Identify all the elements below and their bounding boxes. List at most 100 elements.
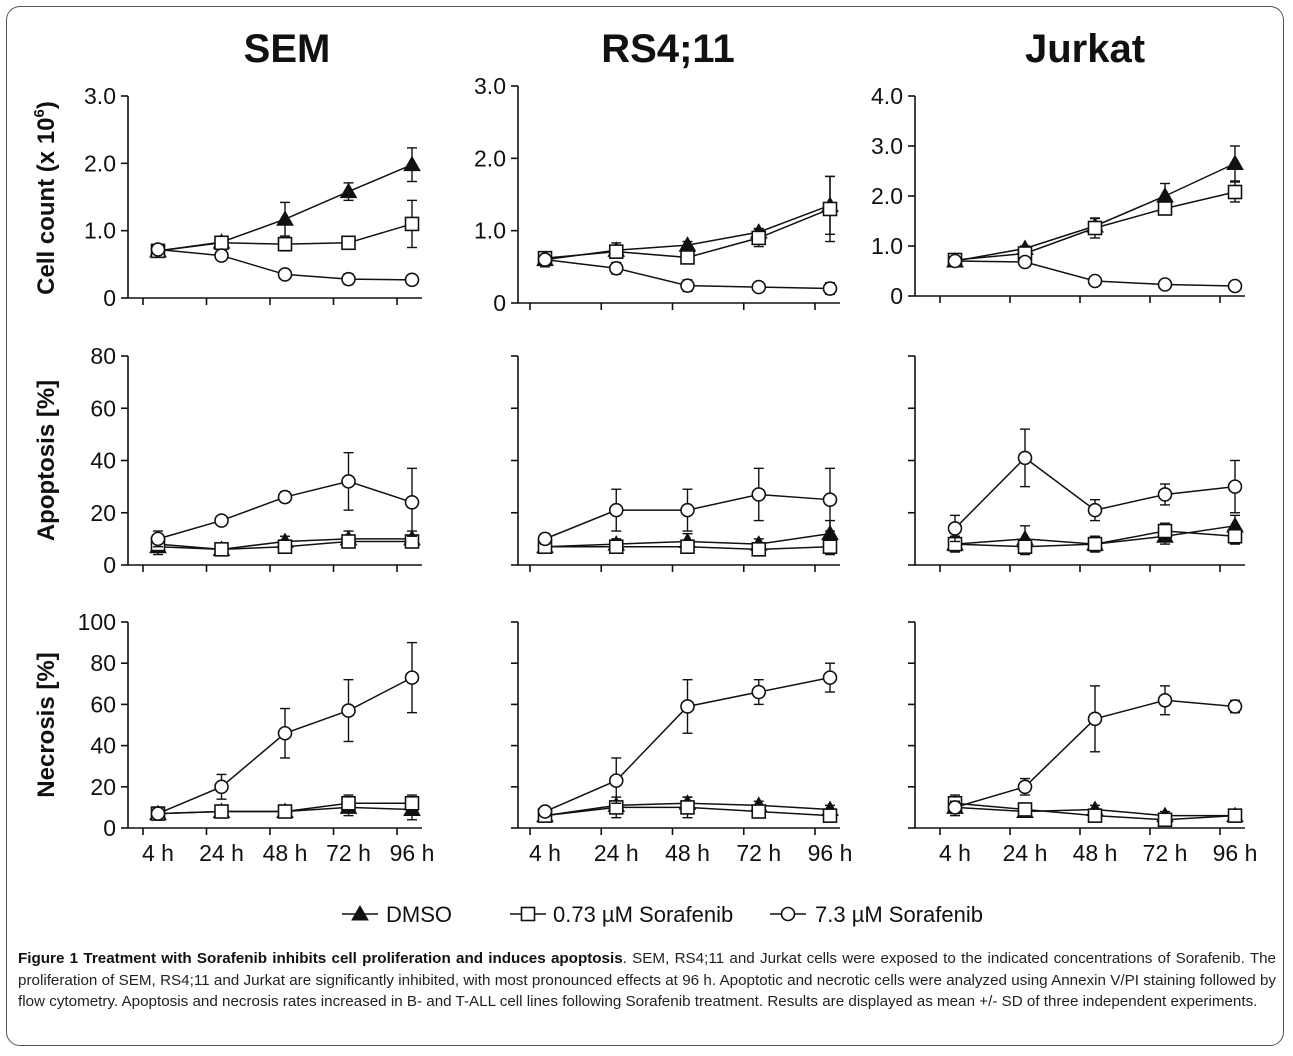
y-tick-label: 80 (90, 650, 116, 676)
data-point (537, 252, 553, 267)
data-point (947, 800, 963, 815)
data-point (404, 494, 420, 510)
chart-panel-3: 0 20 40 60 80 (90, 343, 422, 578)
x-tick-label: 48 h (665, 840, 710, 866)
data-point (341, 474, 356, 489)
legend-label: 7.3 µM Sorafenib (815, 902, 983, 927)
data-point (947, 253, 963, 269)
data-point (1017, 539, 1033, 555)
legend-item-0: DMSO (342, 902, 452, 927)
data-point (1157, 523, 1173, 539)
data-point (214, 513, 229, 528)
data-point (822, 201, 838, 217)
legend-marker (780, 906, 796, 922)
y-tick-label: 3.0 (474, 73, 506, 99)
legend-item-2: 7.3 µM Sorafenib (770, 902, 983, 927)
data-point (680, 800, 695, 815)
panel-title-jurkat: Jurkat (1025, 27, 1145, 71)
data-point (1226, 154, 1244, 170)
series-0-73--m-sorafenib (150, 794, 420, 821)
chart-panel-6: 0 20 40 60 80 100 4 h 24 h 48 h 72 h 96 h (78, 609, 435, 866)
x-tick-label: 96 h (1213, 840, 1258, 866)
data-point (751, 230, 767, 246)
figure-chart-grid: SEM RS4;11 Jurkat Cell count (x 106) Apoptos… (31, 27, 1258, 927)
data-point (1227, 278, 1243, 294)
x-tick-label: 72 h (736, 840, 781, 866)
data-point (339, 182, 358, 199)
x-tick-label: 48 h (1073, 840, 1118, 866)
series-0-73--m-sorafenib (537, 538, 838, 557)
data-point (1017, 779, 1033, 795)
y-tick-label: 3.0 (84, 83, 116, 109)
data-point (1227, 528, 1243, 544)
panel-title-rs411: RS4;11 (601, 27, 734, 71)
data-point (537, 804, 553, 819)
figure-caption: Figure 1 Treatment with Sorafenib inhibi… (18, 948, 1276, 1013)
legend-label: 0.73 µM Sorafenib (553, 902, 733, 927)
data-point (680, 278, 695, 293)
chart-panel-7: 4 h 24 h 48 h 72 h 96 h (511, 621, 852, 866)
y-tick-label: 60 (90, 691, 116, 717)
data-point (214, 779, 229, 795)
data-point (1157, 812, 1173, 828)
data-point (751, 487, 767, 502)
data-point (404, 216, 420, 232)
data-point (608, 502, 624, 518)
chart-panel-0: 0 1.0 2.0 3.0 (84, 83, 422, 311)
chart-panel-1: 0 1.0 2.0 3.0 (474, 73, 840, 316)
y-tick-label: 2.0 (474, 145, 506, 171)
data-point (277, 539, 293, 555)
series-0-73--m-sorafenib (537, 175, 838, 266)
data-point (947, 521, 963, 536)
series-7-3--m-sorafenib (150, 242, 420, 288)
data-point (214, 248, 229, 263)
x-tick-label: 72 h (1143, 840, 1188, 866)
y-tick-label: 80 (90, 343, 116, 369)
x-tick-label: 96 h (390, 840, 435, 866)
data-point (1157, 692, 1173, 708)
data-point (751, 542, 767, 557)
legend: DMSO 0.73 µM Sorafenib 7.3 µM Sorafenib (342, 902, 983, 927)
chart-panel-2: 0 1.0 2.0 3.0 4.0 (871, 83, 1245, 309)
figure-frame (6, 6, 1284, 1046)
x-tick-label: 4 h (142, 840, 174, 866)
data-point (1087, 273, 1103, 289)
series-dmso (946, 145, 1244, 268)
y-tick-label: 4.0 (871, 83, 903, 109)
chart-panel-5 (908, 355, 1245, 572)
y-tick-label: 1.0 (84, 218, 116, 244)
data-point (277, 804, 293, 819)
data-point (680, 250, 695, 265)
row-label-0: Cell count (x 106) (31, 101, 60, 295)
data-point (1156, 186, 1174, 203)
series-7-3--m-sorafenib (537, 467, 838, 547)
x-tick-label: 24 h (199, 840, 244, 866)
x-tick-label: 4 h (529, 840, 561, 866)
data-point (822, 492, 838, 507)
series-7-3--m-sorafenib (947, 685, 1243, 815)
data-point (608, 539, 624, 555)
data-point (680, 502, 695, 518)
data-point (403, 155, 421, 172)
data-point (751, 684, 767, 700)
data-point (537, 531, 553, 547)
data-point (822, 281, 838, 296)
y-tick-label: 2.0 (871, 183, 903, 209)
data-point (1017, 802, 1033, 817)
caption-text: . SEM, RS4;11 and Jurkat cells were expo… (18, 950, 1276, 1010)
data-point (341, 795, 356, 811)
data-point (1087, 502, 1103, 518)
y-tick-label: 20 (90, 500, 116, 526)
row-label-1: Apoptosis [%] (33, 380, 60, 541)
series-0-73--m-sorafenib (537, 796, 838, 823)
caption-title: Treatment with Sorafenib inhibits cell p… (83, 950, 623, 967)
data-point (1157, 277, 1173, 292)
data-point (1157, 487, 1173, 502)
data-point (1227, 479, 1243, 494)
row-label-2: Necrosis [%] (33, 652, 60, 797)
series-7-3--m-sorafenib (537, 252, 838, 296)
y-tick-label: 2.0 (84, 150, 116, 176)
data-point (276, 210, 294, 226)
data-point (822, 539, 838, 555)
data-point (341, 534, 356, 549)
